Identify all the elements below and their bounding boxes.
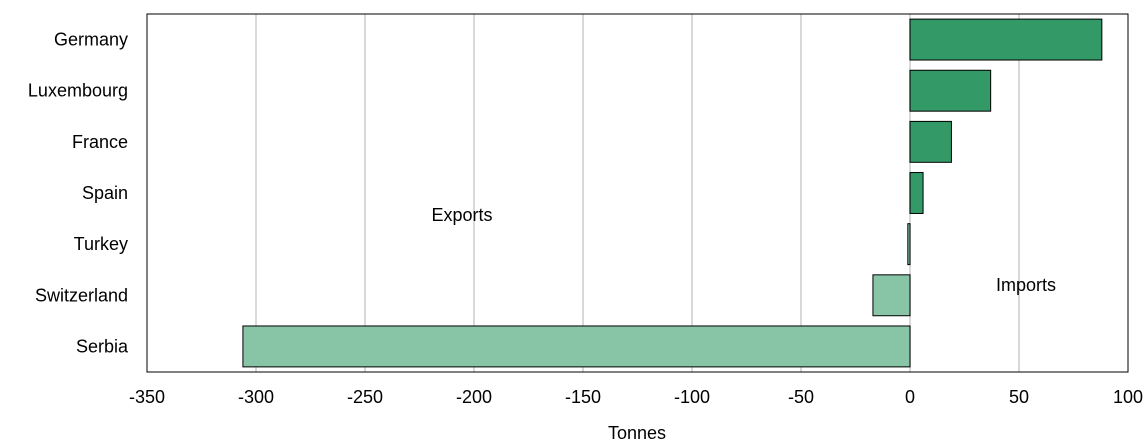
x-tick-label: -200 — [456, 387, 492, 407]
category-label: Turkey — [74, 234, 128, 254]
plot-area — [146, 13, 1129, 373]
grid-lines — [255, 14, 1020, 372]
category-label: Germany — [54, 30, 128, 50]
x-tick-labels: -350 -300 -250 -200 -150 -100 -50 0 50 100 — [129, 387, 1143, 407]
bar-france — [909, 120, 952, 163]
bar-germany — [909, 18, 1103, 61]
x-tick-label: -100 — [674, 387, 710, 407]
bars — [242, 18, 1103, 368]
category-label: Switzerland — [35, 285, 128, 305]
category-label: Serbia — [76, 336, 129, 356]
category-label: Luxembourg — [28, 81, 128, 101]
x-tick-label: 0 — [905, 387, 915, 407]
x-tick-label: -300 — [238, 387, 274, 407]
exports-annotation: Exports — [431, 205, 492, 225]
x-tick-label: -250 — [347, 387, 383, 407]
category-labels: Germany Luxembourg France Spain Turkey Switze… — [28, 30, 129, 357]
bar-switzerland — [872, 274, 911, 317]
x-tick-label: 50 — [1009, 387, 1029, 407]
x-tick-label: -150 — [565, 387, 601, 407]
bar-turkey — [907, 223, 911, 266]
x-axis-title: Tonnes — [608, 423, 666, 443]
x-tick-label: -350 — [129, 387, 165, 407]
bar-serbia — [242, 325, 911, 368]
imports-annotation: Imports — [996, 275, 1056, 295]
x-tick-label: -50 — [788, 387, 814, 407]
category-label: France — [72, 132, 128, 152]
x-tick-label: 100 — [1113, 387, 1143, 407]
bar-luxembourg — [909, 69, 992, 112]
bar-spain — [909, 172, 924, 214]
category-label: Spain — [82, 183, 128, 203]
